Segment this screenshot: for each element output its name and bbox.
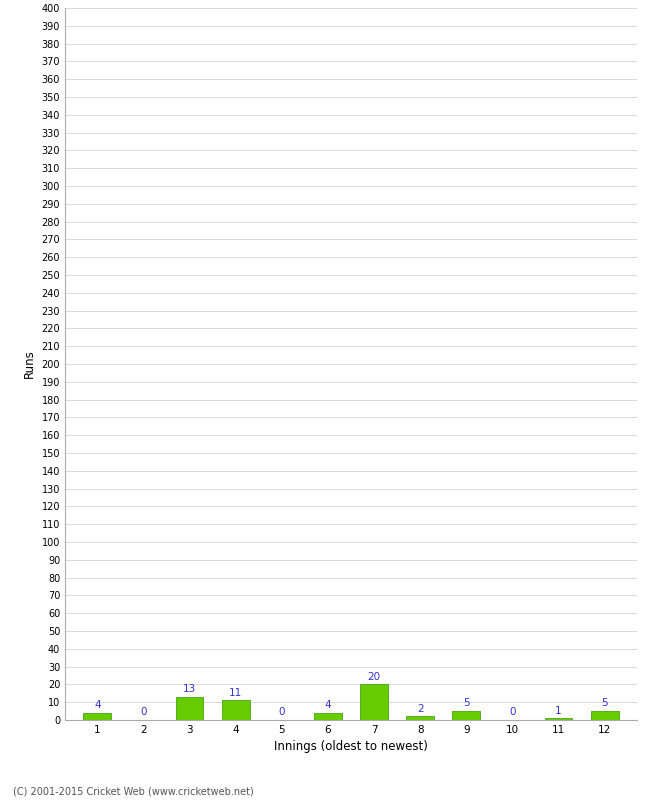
Text: 0: 0	[140, 707, 147, 718]
Bar	[406, 717, 434, 720]
Text: 0: 0	[509, 707, 515, 718]
Bar	[545, 718, 573, 720]
Text: (C) 2001-2015 Cricket Web (www.cricketweb.net): (C) 2001-2015 Cricket Web (www.cricketwe…	[13, 786, 254, 796]
Text: 11: 11	[229, 688, 242, 698]
Text: 20: 20	[367, 672, 381, 682]
Bar	[452, 711, 480, 720]
Text: 2: 2	[417, 704, 424, 714]
Text: 5: 5	[601, 698, 608, 709]
Bar	[591, 711, 619, 720]
Bar	[360, 685, 388, 720]
Bar	[83, 713, 111, 720]
Text: 0: 0	[279, 707, 285, 718]
Text: 4: 4	[324, 700, 332, 710]
Text: 4: 4	[94, 700, 101, 710]
Bar	[222, 701, 250, 720]
X-axis label: Innings (oldest to newest): Innings (oldest to newest)	[274, 741, 428, 754]
Bar	[176, 697, 203, 720]
Text: 5: 5	[463, 698, 470, 709]
Text: 1: 1	[555, 706, 562, 715]
Text: 13: 13	[183, 684, 196, 694]
Y-axis label: Runs: Runs	[23, 350, 36, 378]
Bar	[314, 713, 342, 720]
